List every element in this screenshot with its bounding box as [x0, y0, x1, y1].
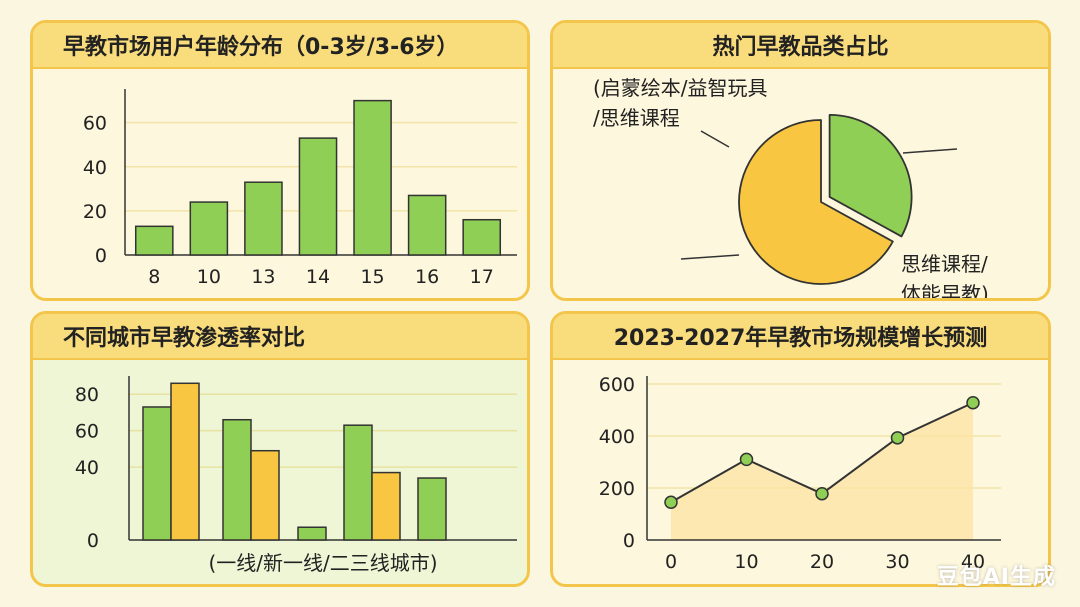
age-distribution-chart: 0 20 40 60 8 10 13 14 15 16 17	[83, 89, 517, 288]
market-growth-title: 2023-2027年早教市场规模增长预测	[553, 314, 1048, 360]
pie-label: (启蒙绘本/益智玩具	[593, 76, 768, 100]
data-point	[966, 395, 980, 410]
bar	[222, 418, 252, 541]
pie-label: 体能早教)	[901, 282, 989, 298]
city-penetration-chart: 0 40 60 80 (一线/新一线/二三线城市)	[75, 376, 517, 575]
pie-label: /思维课程	[593, 106, 680, 130]
x-tick-label: 10	[734, 551, 758, 573]
y-tick-label: 400	[599, 426, 635, 448]
category-share-panel: 热门早教品类占比 (启蒙绘本/益智玩具/思维课程思维课程/体能早教)	[550, 20, 1051, 301]
data-point	[815, 486, 829, 501]
y-tick-label: 0	[95, 245, 107, 267]
x-tick-label: 20	[810, 551, 834, 573]
y-tick-label: 80	[75, 384, 99, 406]
bar	[417, 477, 447, 541]
pie-label: 思维课程/	[901, 252, 988, 276]
data-point	[664, 495, 678, 510]
bar	[353, 99, 392, 256]
market-growth-chart: 0 200 400 600 0 10 20 30 40	[599, 374, 1001, 573]
leader-line	[902, 148, 958, 154]
watermark: 豆包AI生成	[936, 565, 1056, 590]
leader-line	[700, 130, 730, 148]
x-tick-label: 17	[470, 266, 494, 288]
bar	[462, 218, 502, 256]
area-fill	[671, 402, 973, 540]
x-tick-label: 0	[665, 551, 677, 573]
x-tick-label: 30	[885, 551, 909, 573]
y-tick-label: 0	[87, 530, 99, 552]
bar	[371, 471, 401, 541]
bar	[297, 526, 327, 541]
y-tick-label: 0	[623, 530, 635, 552]
bar	[244, 181, 283, 256]
age-distribution-panel: 早教市场用户年龄分布（0-3岁/3-6岁） 0 20 40 60 8 10 13 14 15 16…	[30, 20, 530, 301]
x-tick-label: 8	[148, 266, 160, 288]
y-tick-label: 20	[83, 201, 107, 223]
data-point	[890, 431, 905, 445]
x-axis-label: (一线/新一线/二三线城市)	[208, 551, 437, 575]
bar	[170, 382, 200, 541]
market-growth-panel: 2023-2027年早教市场规模增长预测 0 200 400 600 0 10 20 30 40	[550, 311, 1051, 587]
leader-line	[680, 254, 740, 260]
y-tick-label: 40	[75, 457, 99, 479]
x-tick-label: 40	[961, 551, 985, 573]
city-penetration-panel: 不同城市早教渗透率对比 0 40 60 80 (一线/新一线/二三线城市)	[30, 311, 530, 587]
bar	[250, 449, 280, 541]
x-tick-label: 16	[415, 266, 439, 288]
pie-slice	[738, 119, 894, 285]
y-tick-label: 40	[83, 157, 107, 179]
bar	[343, 424, 373, 541]
y-tick-label: 600	[599, 374, 635, 396]
x-tick-label: 10	[197, 266, 221, 288]
age-distribution-title: 早教市场用户年龄分布（0-3岁/3-6岁）	[33, 23, 527, 69]
city-penetration-title: 不同城市早教渗透率对比	[33, 314, 527, 360]
bar	[189, 201, 229, 256]
y-tick-label: 200	[599, 478, 635, 500]
x-tick-label: 13	[251, 266, 275, 288]
pie-slice	[828, 114, 913, 238]
bar	[298, 137, 338, 256]
bar	[142, 406, 172, 541]
category-share-title: 热门早教品类占比	[553, 23, 1048, 69]
data-point	[739, 452, 754, 467]
y-tick-label: 60	[75, 421, 99, 443]
bar	[407, 194, 447, 256]
x-tick-label: 15	[360, 266, 384, 288]
x-tick-label: 14	[306, 266, 330, 288]
y-tick-label: 60	[83, 113, 107, 135]
bar	[134, 225, 174, 256]
